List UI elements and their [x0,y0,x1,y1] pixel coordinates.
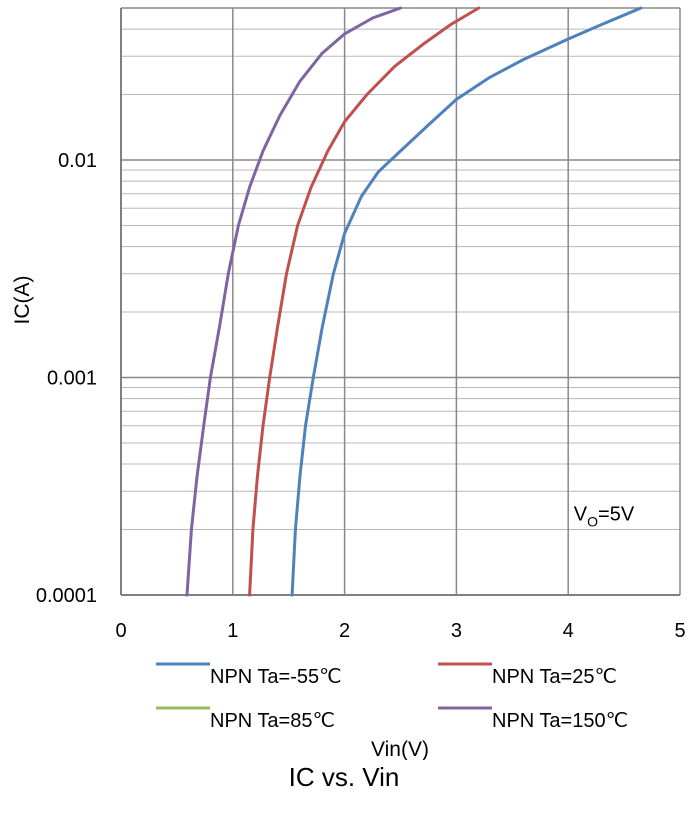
x-tick-labels: 0 1 2 3 4 5 [115,620,685,642]
annotation-rest: =5V [598,504,635,526]
legend: NPN Ta=-55℃ NPN Ta=25℃ NPN Ta=85℃ NPN Ta=15… [156,662,628,732]
x-tick-label: 4 [563,620,574,642]
x-tick-label: 3 [451,620,462,642]
y-tick-label: 0.01 [58,150,97,172]
annotation-base: V [574,504,588,526]
minor-gridlines [121,7,680,531]
annotation-vo: VO=5V [574,504,635,530]
annotation-sub: O [587,514,598,530]
series-line-3 [185,6,402,597]
major-gridlines [120,7,681,596]
series-line-0 [290,6,643,597]
legend-label-0: NPN Ta=-55℃ [210,666,342,688]
y-tick-label: 0.001 [47,368,97,390]
y-axis-label: IC(A) [11,276,34,325]
y-tick-labels: 0.0001 0.001 0.01 [36,150,97,607]
legend-label-1: NPN Ta=25℃ [492,666,617,688]
x-tick-label: 2 [339,620,350,642]
chart-caption: IC vs. Vin [288,762,400,792]
series-line-1 [248,6,481,597]
legend-label-2: NPN Ta=85℃ [210,710,335,732]
legend-label-3: NPN Ta=150℃ [492,710,628,732]
x-tick-label: 5 [674,620,685,642]
x-tick-label: 0 [115,620,126,642]
ic-vs-vin-chart: 0 1 2 3 4 5 0.0001 0.001 0.01 VO=5V IC(A) NPN T… [11,6,686,760]
y-tick-label: 0.0001 [36,585,97,607]
series-lines [185,6,643,597]
x-tick-label: 1 [227,620,238,642]
x-axis-label: Vin(V) [371,738,429,760]
